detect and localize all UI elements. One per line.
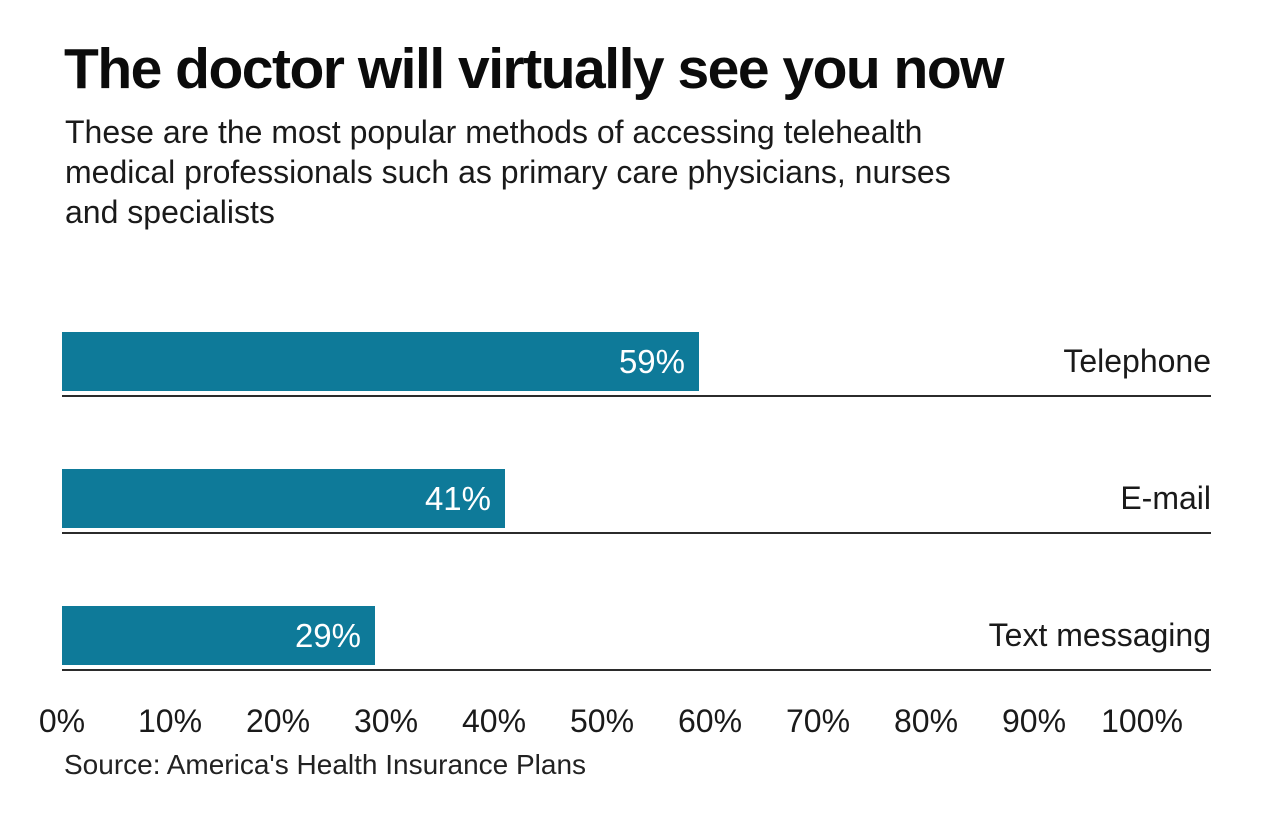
- category-label: E-mail: [1120, 480, 1211, 516]
- chart-subtitle-line-3: and specialists: [65, 194, 275, 230]
- x-axis-tick-label: 10%: [137, 703, 203, 739]
- chart-row: 41% E-mail: [62, 469, 1211, 534]
- x-axis: 0% 10% 20% 30% 40% 50% 60% 70% 80% 90% 1…: [39, 702, 1183, 740]
- baseline-rule: [62, 532, 1211, 534]
- x-axis-tick-label: 70%: [785, 703, 851, 739]
- bar-value-label: 59%: [618, 343, 685, 380]
- chart-row: 29% Text messaging: [62, 606, 1211, 671]
- x-axis-tick-label: 30%: [353, 703, 419, 739]
- chart-rows: 59% Telephone 41% E-mail 29% Text messag…: [62, 332, 1211, 672]
- baseline-rule: [62, 669, 1211, 671]
- bar-value-label: 41%: [424, 480, 491, 517]
- category-label: Text messaging: [988, 617, 1211, 653]
- chart-title: The doctor will virtually see you now: [64, 37, 1005, 101]
- bar: 59%: [62, 332, 699, 391]
- x-axis-tick-label: 20%: [245, 703, 311, 739]
- chart-subtitle: These are the most popular methods of ac…: [65, 112, 951, 232]
- bar: 29%: [62, 606, 375, 665]
- chart-row: 59% Telephone: [62, 332, 1211, 397]
- x-axis-tick-label: 0%: [38, 703, 86, 739]
- x-axis-tick-label: 80%: [893, 703, 959, 739]
- x-axis-tick-label: 60%: [677, 703, 743, 739]
- chart-subtitle-line-2: medical professionals such as primary ca…: [65, 154, 951, 190]
- x-axis-tick-label: 50%: [569, 703, 635, 739]
- chart-subtitle-line-1: These are the most popular methods of ac…: [65, 114, 923, 150]
- category-label: Telephone: [1063, 343, 1211, 379]
- baseline-rule: [62, 395, 1211, 397]
- bar-value-label: 29%: [294, 617, 361, 654]
- x-axis-tick-label: 40%: [461, 703, 527, 739]
- bar: 41%: [62, 469, 505, 528]
- x-axis-tick-label: 90%: [1001, 703, 1067, 739]
- source-attribution: Source: America's Health Insurance Plans: [64, 749, 587, 780]
- x-axis-tick-label: 100%: [1101, 703, 1183, 739]
